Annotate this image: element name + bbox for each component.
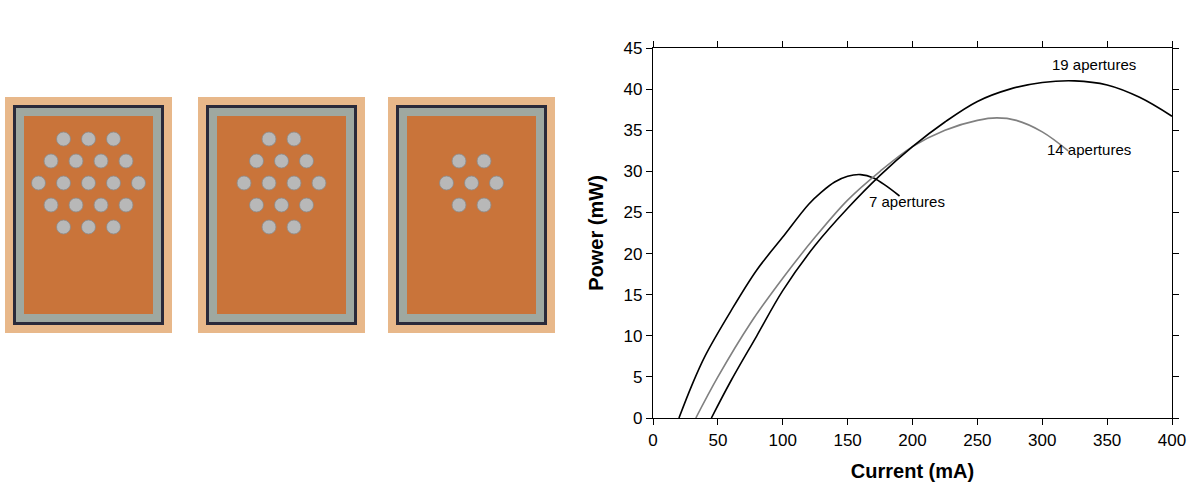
svg-text:Power (mW): Power (mW) <box>585 175 607 291</box>
svg-text:30: 30 <box>624 162 643 181</box>
svg-text:0: 0 <box>648 431 657 450</box>
svg-text:150: 150 <box>833 431 861 450</box>
svg-text:5: 5 <box>633 368 642 387</box>
svg-text:50: 50 <box>708 431 727 450</box>
svg-text:35: 35 <box>624 121 643 140</box>
svg-text:250: 250 <box>963 431 991 450</box>
svg-text:100: 100 <box>769 431 797 450</box>
svg-text:20: 20 <box>624 245 643 264</box>
svg-text:19 apertures: 19 apertures <box>1052 56 1136 73</box>
svg-text:400: 400 <box>1158 431 1186 450</box>
svg-text:0: 0 <box>633 409 642 428</box>
svg-text:350: 350 <box>1093 431 1121 450</box>
svg-text:10: 10 <box>624 327 643 346</box>
svg-text:45: 45 <box>624 39 643 58</box>
svg-text:300: 300 <box>1028 431 1056 450</box>
svg-text:14 apertures: 14 apertures <box>1047 141 1131 158</box>
svg-text:15: 15 <box>624 286 643 305</box>
svg-text:200: 200 <box>898 431 926 450</box>
svg-text:25: 25 <box>624 203 643 222</box>
svg-text:40: 40 <box>624 80 643 99</box>
svg-text:7 apertures: 7 apertures <box>869 193 945 210</box>
svg-text:Current (mA): Current (mA) <box>851 460 974 482</box>
